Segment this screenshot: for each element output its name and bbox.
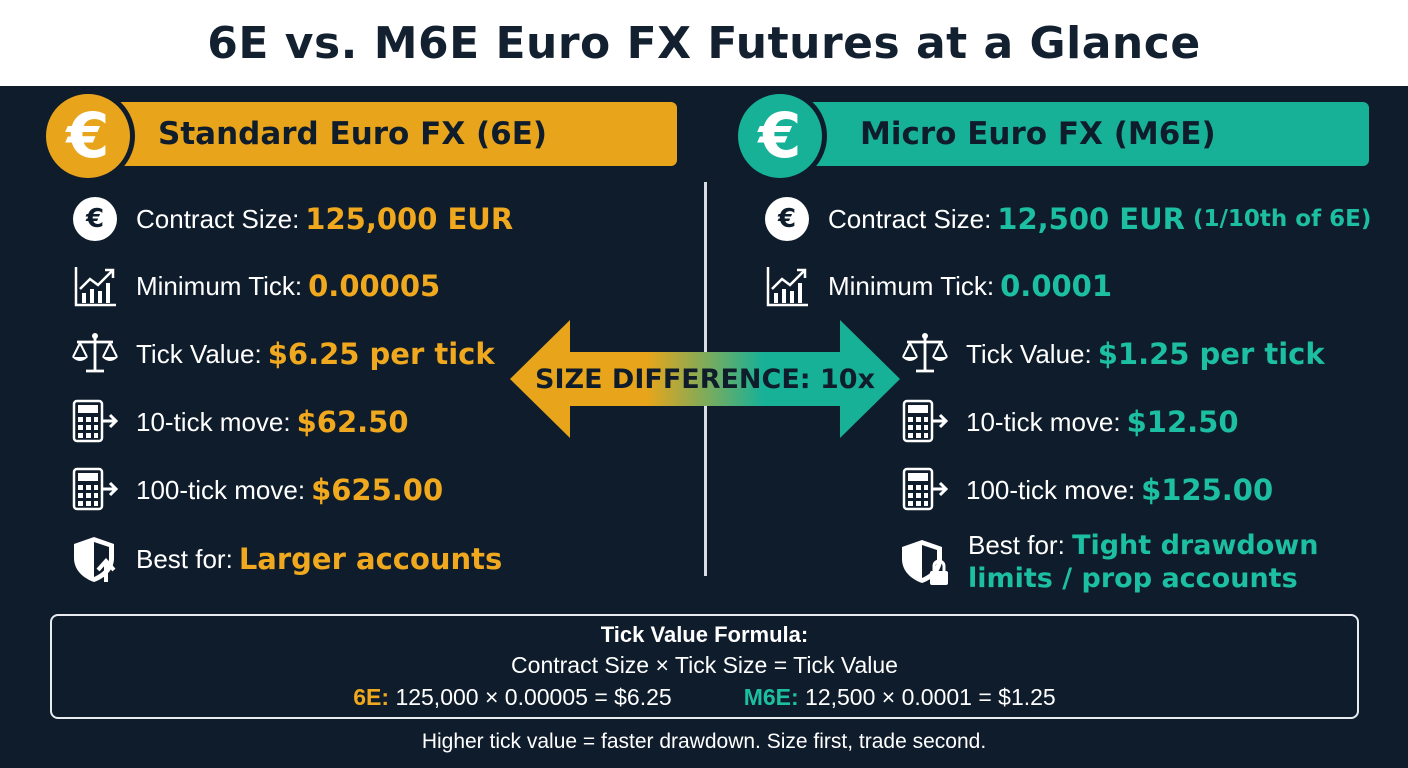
left-contract-size-value: 125,000 EUR	[305, 202, 514, 236]
formula-6e-key: 6E:	[353, 684, 390, 710]
right-best-for-value-line1: Tight drawdown	[1072, 530, 1319, 561]
left-best-for-value: Larger accounts	[238, 542, 503, 576]
left-hundred-tick-value: $625.00	[311, 473, 444, 507]
calculator-arrow-icon	[900, 397, 950, 447]
double-arrow-icon	[510, 320, 900, 438]
left-hundred-tick-row: 100-tick move: $625.00	[70, 465, 443, 515]
left-best-for-row: Best for: Larger accounts	[70, 534, 502, 584]
right-hundred-tick-value: $125.00	[1141, 473, 1274, 507]
formula-examples: 6E: 125,000 × 0.00005 = $6.25 M6E: 12,50…	[52, 684, 1357, 711]
right-tick-value-value: $1.25 per tick	[1097, 337, 1325, 371]
right-contract-size-label: Contract Size:	[828, 203, 992, 234]
chart-growth-icon	[762, 261, 812, 311]
left-ten-tick-row: 10-tick move: $62.50	[70, 397, 409, 447]
right-contract-size-value: 12,500 EUR	[997, 202, 1185, 236]
formula-example-6e: 6E: 125,000 × 0.00005 = $6.25	[353, 684, 671, 711]
right-min-tick-row: Minimum Tick: 0.0001	[762, 261, 1112, 311]
standard-euro-heading: Standard Euro FX (6E)	[158, 116, 548, 152]
left-hundred-tick-label: 100-tick move:	[136, 474, 306, 505]
left-tick-value-value: $6.25 per tick	[267, 337, 495, 371]
left-ten-tick-label: 10-tick move:	[136, 406, 291, 437]
left-min-tick-label: Minimum Tick:	[136, 270, 303, 301]
calculator-arrow-icon	[70, 397, 120, 447]
footer-note: Higher tick value = faster drawdown. Siz…	[421, 730, 987, 753]
size-difference-label: SIZE DIFFERENCE: 10x	[535, 363, 875, 395]
left-tick-value-label: Tick Value:	[136, 338, 262, 369]
left-min-tick-value: 0.00005	[308, 269, 441, 303]
calculator-arrow-icon	[70, 465, 120, 515]
left-min-tick-row: Minimum Tick: 0.00005	[70, 261, 440, 311]
formula-6e-value: 125,000 × 0.00005 = $6.25	[395, 684, 672, 710]
size-difference-arrow: SIZE DIFFERENCE: 10x	[510, 320, 900, 438]
right-hundred-tick-row: 100-tick move: $125.00	[900, 465, 1273, 515]
euro-icon: €	[762, 194, 812, 244]
tick-value-formula-box: Tick Value Formula: Contract Size × Tick…	[50, 614, 1359, 719]
right-best-for-block: Best for: Tight drawdown limits / prop a…	[968, 530, 1368, 594]
page-title: 6E vs. M6E Euro FX Futures at a Glance	[207, 17, 1201, 69]
shield-lock-icon	[900, 537, 950, 587]
right-best-for-label: Best for:	[968, 530, 1065, 560]
right-contract-size-row: € Contract Size: 12,500 EUR (1/10th of 6…	[762, 194, 1371, 244]
micro-euro-heading: Micro Euro FX (M6E)	[860, 116, 1216, 152]
right-best-for-value-line2: limits / prop accounts	[968, 563, 1298, 594]
euro-coin-icon: €	[733, 89, 827, 183]
title-bar: 6E vs. M6E Euro FX Futures at a Glance	[0, 0, 1408, 86]
right-ten-tick-row: 10-tick move: $12.50	[900, 397, 1239, 447]
right-contract-size-note: (1/10th of 6E)	[1193, 206, 1372, 232]
formula-line: Contract Size × Tick Size = Tick Value	[511, 652, 898, 678]
micro-euro-banner: Micro Euro FX (M6E)	[774, 102, 1369, 166]
scale-icon	[70, 329, 120, 379]
right-tick-value-label: Tick Value:	[966, 338, 1092, 369]
euro-icon: €	[70, 194, 120, 244]
calculator-arrow-icon	[900, 465, 950, 515]
standard-euro-banner: Standard Euro FX (6E)	[80, 102, 677, 166]
euro-coin-icon: €	[41, 89, 135, 183]
left-ten-tick-value: $62.50	[296, 405, 409, 439]
right-best-for-icon-row	[900, 537, 966, 587]
right-tick-value-row: Tick Value: $1.25 per tick	[900, 329, 1325, 379]
formula-m6e-value: 12,500 × 0.0001 = $1.25	[805, 684, 1056, 710]
right-min-tick-value: 0.0001	[1000, 269, 1113, 303]
right-ten-tick-value: $12.50	[1126, 405, 1239, 439]
shield-arrow-icon	[70, 534, 120, 584]
right-ten-tick-label: 10-tick move:	[966, 406, 1121, 437]
formula-title: Tick Value Formula:	[600, 622, 809, 647]
right-hundred-tick-label: 100-tick move:	[966, 474, 1136, 505]
left-contract-size-row: € Contract Size: 125,000 EUR	[70, 194, 513, 244]
right-min-tick-label: Minimum Tick:	[828, 270, 995, 301]
left-contract-size-label: Contract Size:	[136, 203, 300, 234]
formula-m6e-key: M6E:	[743, 684, 799, 710]
left-best-for-label: Best for:	[136, 543, 233, 574]
formula-example-m6e: M6E: 12,500 × 0.0001 = $1.25	[744, 684, 1056, 711]
scale-icon	[900, 329, 950, 379]
chart-growth-icon	[70, 261, 120, 311]
left-tick-value-row: Tick Value: $6.25 per tick	[70, 329, 495, 379]
